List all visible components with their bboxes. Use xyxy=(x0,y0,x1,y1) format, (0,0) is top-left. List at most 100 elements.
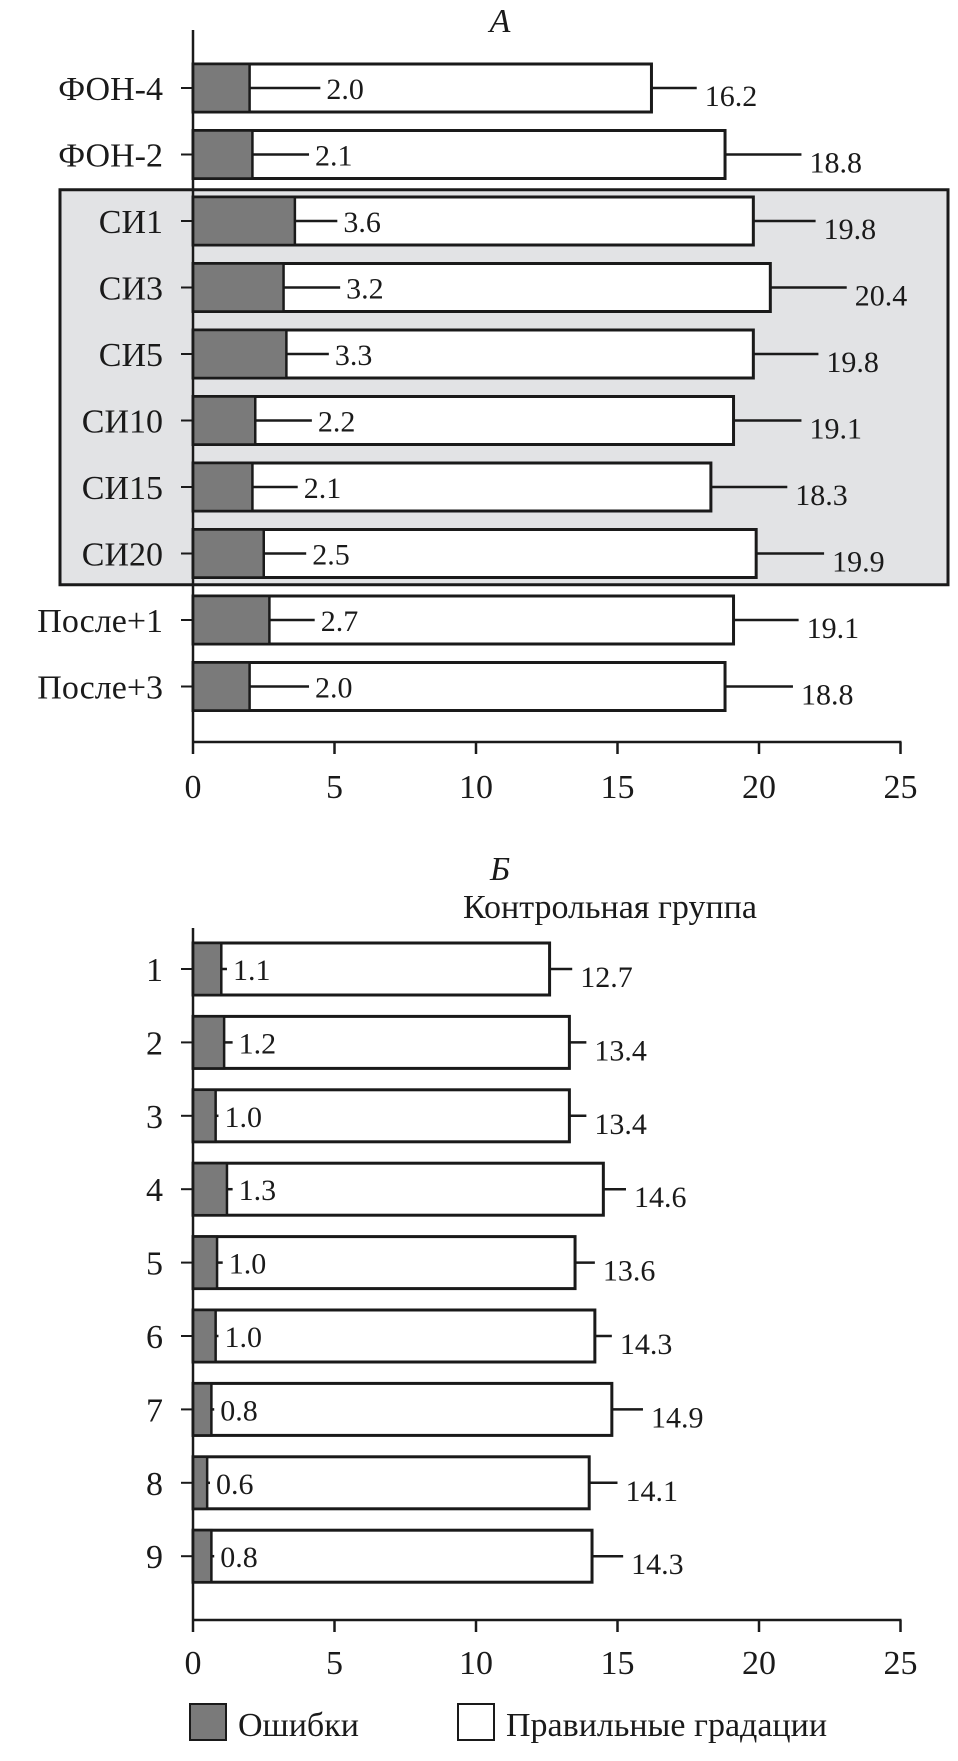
x-tick-label-a-0: 0 xyxy=(185,769,202,806)
value-label-correct-b-8: 14.3 xyxy=(631,1548,684,1581)
value-label-errors-b-3: 1.3 xyxy=(239,1174,277,1207)
value-label-correct-a-7: 19.9 xyxy=(832,546,885,579)
category-label-a-7: СИ20 xyxy=(82,537,163,574)
value-label-errors-a-7: 2.5 xyxy=(312,539,350,572)
value-label-errors-a-4: 3.3 xyxy=(335,339,373,372)
value-label-correct-a-0: 16.2 xyxy=(705,80,758,113)
highlight-box-a xyxy=(58,188,950,587)
legend: Ошибки Правильные градации xyxy=(189,1703,827,1744)
value-label-correct-b-3: 14.6 xyxy=(634,1181,687,1214)
category-label-b-8: 9 xyxy=(146,1539,163,1576)
x-tick-label-a-4: 20 xyxy=(742,769,776,806)
bar-errors-b-8 xyxy=(191,1528,213,1584)
value-label-errors-b-0: 1.1 xyxy=(233,954,271,987)
panel-subtitle-b: Контрольная группа xyxy=(463,889,757,926)
value-label-correct-a-4: 19.8 xyxy=(826,346,879,379)
category-label-b-4: 5 xyxy=(146,1246,163,1283)
category-label-b-3: 4 xyxy=(146,1172,163,1209)
value-label-correct-a-9: 18.8 xyxy=(801,679,854,712)
bar-errors-a-8 xyxy=(191,594,271,646)
bar-errors-a-3 xyxy=(191,262,285,313)
value-label-errors-b-2: 1.0 xyxy=(224,1101,262,1134)
bar-errors-a-2 xyxy=(191,195,297,247)
bar-errors-a-9 xyxy=(191,661,251,712)
bar-correct-b-7 xyxy=(191,1455,591,1511)
value-label-errors-b-6: 0.8 xyxy=(220,1394,258,1427)
value-label-errors-a-6: 2.1 xyxy=(304,472,342,505)
value-label-errors-b-7: 0.6 xyxy=(216,1468,254,1501)
bar-errors-b-2 xyxy=(191,1088,217,1144)
bar-errors-a-5 xyxy=(191,395,257,446)
value-label-correct-a-5: 19.1 xyxy=(809,413,862,446)
bar-errors-b-6 xyxy=(191,1382,213,1437)
value-label-correct-a-1: 18.8 xyxy=(809,147,862,180)
value-label-errors-b-8: 0.8 xyxy=(220,1541,258,1574)
value-label-errors-a-8: 2.7 xyxy=(321,605,359,638)
value-label-correct-b-4: 13.6 xyxy=(603,1255,656,1288)
category-label-a-2: СИ1 xyxy=(99,204,163,241)
x-tick-label-b-0: 0 xyxy=(185,1645,202,1682)
value-label-correct-b-6: 14.9 xyxy=(651,1401,704,1434)
category-label-b-0: 1 xyxy=(146,952,163,989)
legend-correct-swatch xyxy=(457,1703,495,1741)
bar-errors-a-4 xyxy=(191,328,288,380)
bar-errors-a-6 xyxy=(191,461,254,513)
panel-title-b: Б xyxy=(489,851,510,888)
x-tick-label-b-1: 5 xyxy=(326,1645,343,1682)
category-label-a-9: После+3 xyxy=(37,670,163,707)
value-label-errors-a-1: 2.1 xyxy=(315,140,353,173)
legend-correct-label: Правильные градации xyxy=(506,1707,827,1744)
panel-title-a: А xyxy=(488,3,511,40)
bar-errors-b-5 xyxy=(191,1308,217,1364)
category-label-a-1: ФОН-2 xyxy=(58,138,163,175)
value-label-errors-a-3: 3.2 xyxy=(346,273,384,306)
bar-errors-b-4 xyxy=(191,1235,219,1290)
category-label-a-0: ФОН-4 xyxy=(58,71,163,108)
bar-errors-b-3 xyxy=(191,1161,229,1217)
value-label-errors-a-2: 3.6 xyxy=(343,206,381,239)
bar-errors-b-1 xyxy=(191,1015,226,1070)
x-tick-label-b-2: 10 xyxy=(459,1645,493,1682)
x-tick-label-b-5: 25 xyxy=(884,1645,918,1682)
category-label-b-6: 7 xyxy=(146,1392,163,1429)
category-label-a-5: СИ10 xyxy=(82,404,163,441)
value-label-errors-b-5: 1.0 xyxy=(224,1321,262,1354)
category-label-b-7: 8 xyxy=(146,1466,163,1503)
bar-errors-b-7 xyxy=(191,1455,209,1511)
value-label-errors-b-1: 1.2 xyxy=(239,1027,277,1060)
value-label-errors-a-0: 2.0 xyxy=(326,73,364,106)
value-label-errors-a-5: 2.2 xyxy=(318,406,356,439)
x-tick-label-a-1: 5 xyxy=(326,769,343,806)
value-label-correct-b-7: 14.1 xyxy=(626,1475,679,1508)
value-label-errors-b-4: 1.0 xyxy=(229,1248,267,1281)
value-label-correct-b-2: 13.4 xyxy=(594,1108,647,1141)
value-label-correct-b-0: 12.7 xyxy=(580,961,633,994)
category-label-b-2: 3 xyxy=(146,1099,163,1136)
bar-errors-a-1 xyxy=(191,129,254,180)
legend-errors-swatch xyxy=(189,1703,227,1741)
legend-errors-label: Ошибки xyxy=(238,1707,359,1744)
x-tick-label-b-3: 15 xyxy=(601,1645,635,1682)
x-tick-label-b-4: 20 xyxy=(742,1645,776,1682)
x-tick-label-a-3: 15 xyxy=(601,769,635,806)
x-tick-label-a-2: 10 xyxy=(459,769,493,806)
category-label-b-5: 6 xyxy=(146,1319,163,1356)
value-label-correct-a-2: 19.8 xyxy=(824,213,877,246)
value-label-errors-a-9: 2.0 xyxy=(315,672,353,705)
value-label-correct-a-3: 20.4 xyxy=(855,280,908,313)
category-label-b-1: 2 xyxy=(146,1025,163,1062)
category-label-a-4: СИ5 xyxy=(99,337,163,374)
value-label-correct-a-6: 18.3 xyxy=(795,479,848,512)
bar-correct-b-1 xyxy=(191,1014,571,1070)
category-label-a-3: СИ3 xyxy=(99,271,163,308)
category-label-a-8: После+1 xyxy=(37,603,163,640)
bar-errors-a-7 xyxy=(191,528,265,579)
value-label-correct-a-8: 19.1 xyxy=(807,612,860,645)
bar-errors-b-0 xyxy=(191,941,223,997)
x-tick-label-a-5: 25 xyxy=(884,769,918,806)
chart-panel-a: А ФОН-4 2.0 16.2 ФОН-2 2.1 18.8 СИ1 3.6 19.8 СИ3 3.… xyxy=(37,3,950,806)
bar-errors-a-0 xyxy=(191,62,251,114)
category-label-a-6: СИ15 xyxy=(82,470,163,507)
